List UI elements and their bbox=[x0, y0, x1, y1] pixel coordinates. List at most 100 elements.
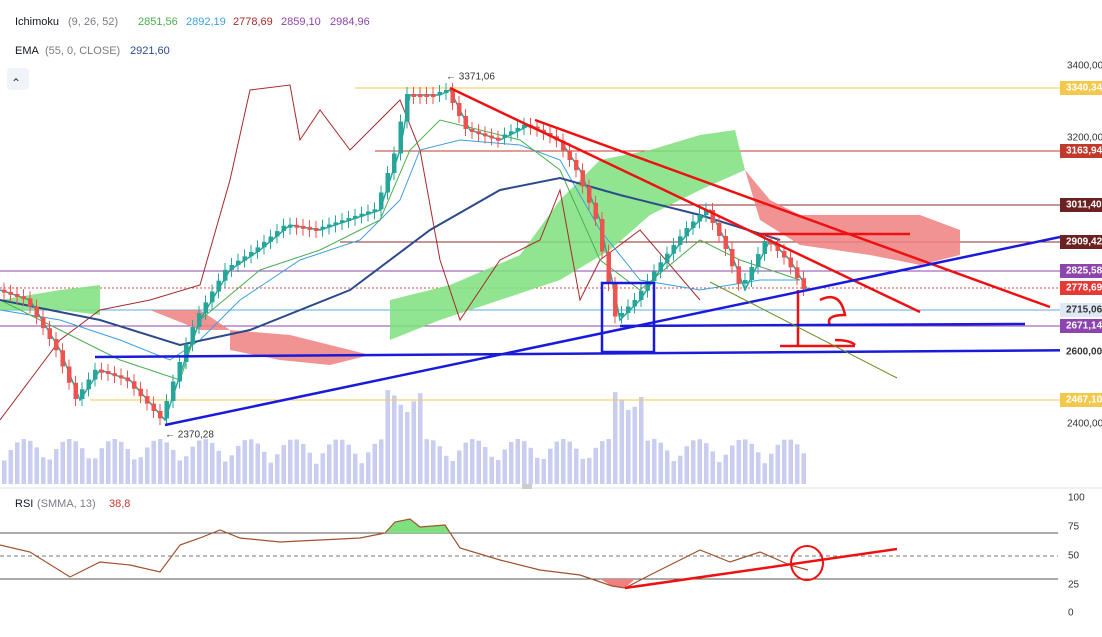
candle-body bbox=[67, 366, 72, 383]
price-tick: 3400,00 bbox=[1067, 61, 1102, 72]
price-label-bg bbox=[1060, 345, 1102, 359]
volume-bar bbox=[73, 441, 78, 484]
volume-bar bbox=[47, 459, 52, 484]
price-label: 2778,69 bbox=[1066, 283, 1102, 294]
candle-body bbox=[671, 245, 676, 254]
volume-bar bbox=[190, 446, 195, 484]
volume-bar bbox=[535, 457, 540, 484]
price-label-bg bbox=[1060, 393, 1102, 407]
candle-body bbox=[431, 94, 436, 97]
fib-line bbox=[709, 281, 898, 379]
ichimoku-value: 2984,96 bbox=[330, 16, 370, 28]
volume-bar bbox=[210, 442, 215, 484]
volume-bar bbox=[775, 444, 780, 484]
volume-bar bbox=[782, 439, 787, 484]
volume-bar bbox=[184, 456, 189, 484]
volume-bar bbox=[340, 439, 345, 484]
volume-bar bbox=[28, 440, 33, 484]
volume-bar bbox=[671, 461, 676, 484]
rsi-line bbox=[0, 518, 809, 589]
volume-bar bbox=[522, 441, 527, 484]
candle-body bbox=[405, 94, 410, 122]
ichimoku-value: 2859,10 bbox=[281, 16, 321, 28]
volume-bar bbox=[145, 447, 150, 484]
rsi-params: (SMMA, 13) bbox=[37, 498, 96, 510]
candle-body bbox=[730, 249, 735, 267]
candle-body bbox=[54, 339, 59, 351]
candle-body bbox=[119, 375, 124, 379]
volume-bar bbox=[151, 440, 156, 484]
volume-bar bbox=[788, 439, 793, 484]
volume-bar bbox=[463, 442, 468, 484]
volume-bar bbox=[541, 458, 546, 484]
volume-bar bbox=[21, 439, 26, 484]
candle-body bbox=[275, 231, 280, 237]
candle-body bbox=[769, 241, 774, 245]
rsi-tick: 75 bbox=[1068, 522, 1080, 533]
candle-body bbox=[184, 344, 189, 362]
price-label: 2825,58 bbox=[1066, 266, 1102, 277]
price-label: 2909,42 bbox=[1066, 237, 1102, 248]
candle-body bbox=[177, 362, 182, 382]
candle-body bbox=[333, 222, 338, 226]
candle-body bbox=[281, 225, 286, 232]
candle-body bbox=[613, 284, 618, 317]
volume-bar bbox=[132, 459, 137, 484]
volume-bar bbox=[639, 397, 644, 484]
volume-bar bbox=[587, 457, 592, 484]
candle-body bbox=[392, 153, 397, 173]
candle-body bbox=[515, 128, 520, 132]
candle-body bbox=[717, 223, 722, 236]
candle-body bbox=[697, 215, 702, 222]
rsi-overbought-fill bbox=[385, 519, 450, 533]
price-label-bg bbox=[1060, 198, 1102, 212]
candle-body bbox=[398, 121, 403, 154]
price-tick: 2400,00 bbox=[1067, 419, 1102, 430]
candle-body bbox=[626, 306, 631, 313]
volume-bar bbox=[606, 439, 611, 484]
volume-bar bbox=[574, 448, 579, 484]
volume-bar bbox=[8, 449, 13, 484]
candle-body bbox=[353, 215, 358, 219]
candle-body bbox=[704, 210, 709, 215]
candle-body bbox=[463, 116, 468, 129]
price-label-bg bbox=[1060, 264, 1102, 278]
candle-body bbox=[587, 186, 592, 203]
volume-bar bbox=[54, 449, 59, 484]
collapse-button[interactable] bbox=[7, 68, 29, 90]
volume-bar bbox=[346, 444, 351, 484]
cloud-bear bbox=[745, 170, 960, 265]
candle-body bbox=[21, 296, 26, 300]
candle-body bbox=[158, 411, 163, 419]
volume-bar bbox=[288, 439, 293, 484]
volume-bar bbox=[749, 443, 754, 484]
volume-bar bbox=[236, 445, 241, 484]
candle-body bbox=[788, 257, 793, 268]
volume-bar bbox=[691, 440, 696, 484]
rsi-name: RSI bbox=[15, 498, 33, 510]
ema-value: 2921,60 bbox=[130, 45, 170, 57]
volume-bar bbox=[359, 463, 364, 484]
volume-bar bbox=[457, 450, 462, 484]
volume-bar bbox=[593, 447, 598, 484]
candle-body bbox=[424, 94, 429, 97]
volume-bar bbox=[80, 448, 85, 484]
volume-bar bbox=[619, 399, 624, 484]
red-trend-lines bbox=[449, 86, 1051, 348]
volume-bar bbox=[710, 451, 715, 484]
pane-handle[interactable] bbox=[522, 484, 532, 489]
candle-body bbox=[522, 124, 527, 128]
candle-body bbox=[457, 103, 462, 116]
ichimoku-value: 2778,69 bbox=[233, 16, 273, 28]
volume-bar bbox=[678, 455, 683, 484]
volume-bar bbox=[15, 442, 20, 484]
candle-body bbox=[268, 236, 273, 242]
candle-body bbox=[197, 313, 202, 327]
candle-body bbox=[366, 211, 371, 215]
candle-body bbox=[28, 298, 33, 307]
volume-bar bbox=[684, 446, 689, 484]
candle-body bbox=[41, 317, 46, 329]
candle-body bbox=[619, 313, 624, 317]
candle-body bbox=[125, 377, 130, 382]
